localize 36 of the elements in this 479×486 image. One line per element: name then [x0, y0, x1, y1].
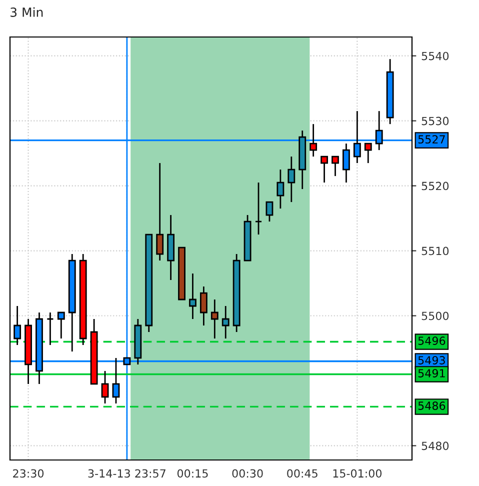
candlestick	[200, 286, 208, 326]
candlestick	[210, 298, 218, 340]
candlestick	[222, 305, 230, 340]
candlestick	[276, 168, 284, 210]
y-tick-label: 5500	[422, 312, 449, 320]
candlestick	[288, 156, 296, 203]
y-tick-label: 5520	[422, 182, 449, 190]
candlestick	[57, 312, 65, 340]
candlestick	[342, 142, 350, 184]
candlestick	[189, 272, 196, 320]
candlestick	[14, 305, 22, 346]
ref-line-label: 5496	[418, 336, 446, 345]
ref-line-label: 5527	[418, 135, 445, 144]
candlestick	[46, 312, 54, 346]
ref-line-label: 5491	[418, 369, 445, 378]
x-tick-label: 15-01:00	[333, 469, 382, 478]
y-tick-label: 5540	[422, 52, 449, 60]
x-tick-label: 00:15	[177, 469, 208, 478]
candlestick	[266, 201, 274, 222]
candlestick	[156, 162, 164, 262]
chart-title: 3 Min	[10, 7, 43, 17]
candlestick	[101, 370, 109, 404]
candlestick	[332, 156, 339, 177]
x-tick-label: 00:30	[232, 469, 263, 478]
y-tick-label: 5530	[422, 116, 449, 126]
x-tick-label: 00:45	[287, 469, 318, 478]
x-tick-label: 23:30	[13, 469, 44, 478]
ref-line-label: 5493	[418, 356, 445, 364]
candlestick	[254, 182, 262, 236]
y-tick-label: 5510	[422, 246, 449, 256]
candlestick	[310, 123, 318, 158]
x-tick-label: 3-14-13 23:57	[88, 469, 166, 478]
candlestick	[364, 142, 372, 164]
ref-line-label: 5486	[418, 402, 446, 410]
candlestick	[320, 156, 328, 184]
y-tick-label: 5480	[422, 442, 449, 450]
